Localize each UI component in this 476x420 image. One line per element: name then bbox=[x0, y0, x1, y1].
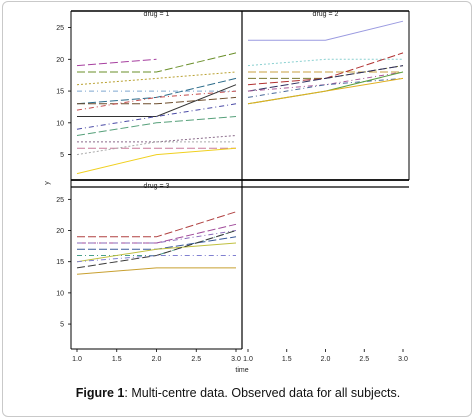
series-line-panel1-7 bbox=[76, 90, 237, 111]
series-line-panel3-1 bbox=[77, 211, 237, 238]
series-line-panel1-1 bbox=[76, 58, 157, 67]
series-line-panel2-1 bbox=[248, 20, 404, 41]
series-line-panel2-2 bbox=[247, 58, 403, 67]
series-line-panel3-3 bbox=[77, 230, 237, 244]
y-tick-label: 10 bbox=[56, 120, 64, 127]
series-line-panel2-9 bbox=[247, 71, 404, 105]
series-line-panel2-10 bbox=[247, 77, 404, 105]
series-line-panel1-8 bbox=[77, 84, 237, 117]
x-tick-label: 1.0 bbox=[72, 356, 82, 363]
y-tick-label: 5 bbox=[60, 152, 64, 159]
x-tick-label: 2.5 bbox=[359, 356, 369, 363]
series-line-panel2-7 bbox=[247, 71, 404, 92]
x-tick-label: 2.5 bbox=[191, 356, 201, 363]
series-line-panel1-6 bbox=[77, 96, 237, 105]
x-axis-label: time bbox=[235, 367, 248, 374]
figure-frame: drug = 1 drug = 2 drug = 3 5 10 15 20 25 5 10 15 20… bbox=[2, 1, 472, 417]
series-line-panel1-11 bbox=[77, 135, 237, 143]
x-tick-label: 2.0 bbox=[321, 356, 331, 363]
x-tick-label: 1.5 bbox=[112, 356, 122, 363]
y-tick-label: 5 bbox=[60, 322, 64, 329]
x-tick-label: 3.0 bbox=[231, 356, 241, 363]
x-tick-label: 1.0 bbox=[243, 356, 253, 363]
panel-chart: drug = 1 drug = 2 drug = 3 5 10 15 20 25 5 10 15 20… bbox=[44, 10, 410, 374]
series-line-panel1-14 bbox=[76, 147, 237, 175]
y-tick-label: 20 bbox=[56, 228, 64, 235]
y-tick-label: 20 bbox=[56, 57, 64, 64]
series-line-panel1-9 bbox=[76, 103, 237, 130]
panel-title-1: drug = 1 bbox=[144, 11, 170, 18]
caption-text: : Multi-centre data. Observed data for a… bbox=[124, 386, 401, 400]
y-tick-label: 15 bbox=[56, 89, 64, 96]
y-tick-label: 25 bbox=[56, 197, 64, 204]
figure-caption: Figure 1: Multi-centre data. Observed da… bbox=[0, 386, 476, 400]
series-line-panel1-13 bbox=[76, 141, 236, 156]
series-line-panel3-7 bbox=[76, 230, 237, 269]
series-line-panel1-10 bbox=[76, 116, 237, 136]
caption-label: Figure 1 bbox=[75, 386, 125, 400]
series-line-panel1-3 bbox=[76, 71, 237, 86]
panel-title-2: drug = 2 bbox=[313, 11, 339, 18]
series-line-panel1-2 bbox=[77, 52, 237, 73]
series-line-panel3-6 bbox=[76, 242, 237, 263]
y-tick-label: 15 bbox=[56, 259, 64, 266]
y-tick-label: 10 bbox=[56, 290, 64, 297]
x-tick-label: 3.0 bbox=[398, 356, 408, 363]
y-tick-label: 25 bbox=[56, 25, 64, 32]
x-tick-label: 1.5 bbox=[282, 356, 292, 363]
series-line-panel2-8 bbox=[247, 77, 404, 98]
series-line-panel3-9 bbox=[76, 267, 236, 275]
series-line-panel3-8 bbox=[76, 255, 236, 263]
x-tick-label: 2.0 bbox=[152, 356, 162, 363]
series-line-panel2-6 bbox=[247, 65, 404, 92]
panel-title-3: drug = 3 bbox=[144, 183, 170, 190]
y-axis-label: y bbox=[44, 181, 51, 185]
